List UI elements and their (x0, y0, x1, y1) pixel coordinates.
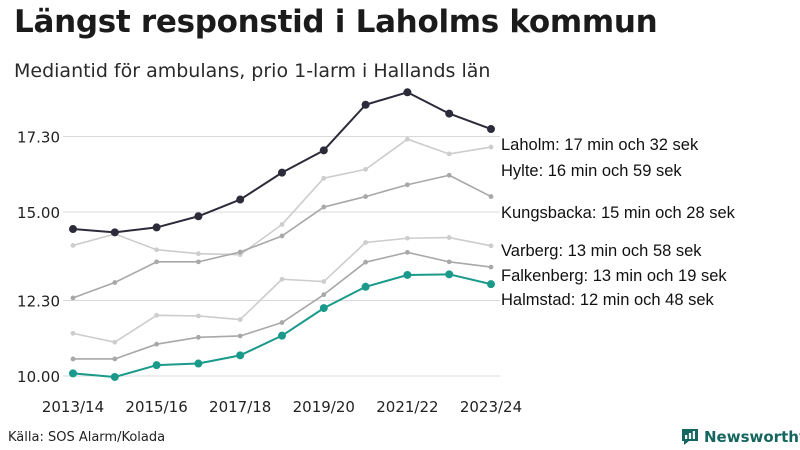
series-line-laholm (72, 91, 492, 234)
data-point-laholm (403, 88, 412, 97)
data-point-halmstad (487, 280, 495, 289)
data-point-hylte (488, 144, 494, 150)
newsworthy-logo-icon (682, 429, 698, 445)
data-point-varberg (112, 339, 118, 345)
series-end-label: Laholm: 17 min och 32 sek (501, 136, 699, 154)
x-tick-label: 2023/24 (460, 398, 522, 416)
data-point-halmstad (194, 359, 203, 368)
x-tick-label: 2021/22 (376, 398, 438, 416)
series-end-label: Kungsbacka: 15 min och 28 sek (501, 204, 736, 222)
brand-logo: Newsworthy (680, 427, 800, 447)
data-point-kungsbacka (70, 295, 76, 301)
data-point-varberg (70, 330, 76, 336)
x-tick-label: 2015/16 (125, 398, 187, 416)
data-point-laholm (319, 146, 328, 155)
data-point-halmstad (152, 361, 161, 370)
data-point-halmstad (236, 351, 245, 360)
data-point-falkenberg (279, 320, 285, 325)
data-point-laholm (110, 228, 119, 237)
data-point-laholm (69, 225, 77, 234)
chart-subtitle: Mediantid för ambulans, prio 1-larm i Ha… (14, 60, 491, 82)
data-point-varberg (446, 235, 452, 240)
data-point-laholm (445, 109, 454, 118)
brand-name: Newsworthy (704, 428, 800, 446)
chart-title: Längst responstid i Laholms kommun (14, 4, 658, 40)
series-end-label: Varberg: 13 min och 58 sek (501, 242, 702, 260)
data-point-hylte (279, 222, 285, 227)
y-tick-label: 10.00 (17, 368, 60, 386)
series-line-falkenberg (73, 251, 492, 360)
y-tick-label: 17.30 (17, 129, 60, 147)
data-point-varberg (363, 240, 368, 245)
data-point-varberg (488, 243, 494, 249)
data-point-kungsbacka (321, 204, 327, 210)
data-point-halmstad (69, 369, 77, 378)
y-tick-label: 12.30 (17, 293, 60, 311)
data-point-hylte (363, 166, 368, 172)
y-tick-label: 15.00 (17, 204, 60, 222)
data-point-hylte (154, 247, 160, 253)
data-point-varberg (321, 279, 327, 284)
data-point-halmstad (445, 270, 454, 279)
data-point-laholm (278, 168, 286, 177)
data-point-hylte (405, 136, 410, 142)
data-point-laholm (236, 195, 245, 204)
data-point-falkenberg (154, 341, 160, 347)
data-point-falkenberg (70, 356, 76, 362)
x-tick-label: 2017/18 (209, 398, 271, 416)
data-point-falkenberg (196, 334, 201, 340)
data-point-kungsbacka (154, 259, 160, 265)
x-tick-label: 2019/20 (293, 398, 355, 416)
data-point-hylte (321, 175, 327, 181)
data-point-hylte (70, 243, 76, 248)
data-point-halmstad (361, 282, 370, 291)
data-point-laholm (361, 100, 370, 109)
source-note: Källa: SOS Alarm/Kolada (8, 430, 166, 445)
series-line-varberg (72, 236, 492, 344)
series-end-label: Hylte: 16 min och 59 sek (501, 162, 682, 180)
data-point-falkenberg (405, 249, 410, 255)
series-end-label: Falkenberg: 13 min och 19 sek (501, 267, 727, 285)
data-point-kungsbacka (405, 182, 410, 188)
data-point-varberg (154, 312, 160, 318)
data-point-kungsbacka (488, 194, 494, 199)
series-line-halmstad (72, 273, 492, 378)
data-point-falkenberg (321, 292, 327, 298)
data-point-kungsbacka (237, 249, 243, 255)
data-point-laholm (152, 223, 161, 232)
data-point-hylte (446, 151, 452, 157)
data-point-falkenberg (446, 259, 452, 265)
data-point-varberg (196, 313, 201, 319)
data-point-falkenberg (363, 259, 368, 265)
data-point-kungsbacka (279, 233, 285, 239)
data-point-halmstad (278, 331, 286, 340)
data-point-kungsbacka (196, 259, 201, 265)
data-point-laholm (194, 212, 203, 221)
series-end-label: Halmstad: 12 min och 48 sek (501, 291, 715, 309)
data-point-halmstad (403, 270, 412, 279)
data-point-falkenberg (112, 356, 118, 362)
data-point-hylte (196, 251, 201, 257)
data-point-halmstad (319, 304, 328, 313)
data-point-kungsbacka (446, 172, 452, 178)
data-point-varberg (279, 276, 285, 282)
data-point-laholm (487, 125, 495, 134)
data-point-falkenberg (488, 264, 494, 270)
data-point-varberg (405, 235, 410, 241)
data-point-kungsbacka (112, 280, 118, 285)
data-point-falkenberg (237, 333, 243, 339)
data-point-halmstad (110, 372, 119, 381)
data-point-kungsbacka (363, 194, 368, 199)
x-tick-label: 2013/14 (42, 398, 104, 416)
data-point-varberg (237, 317, 243, 322)
